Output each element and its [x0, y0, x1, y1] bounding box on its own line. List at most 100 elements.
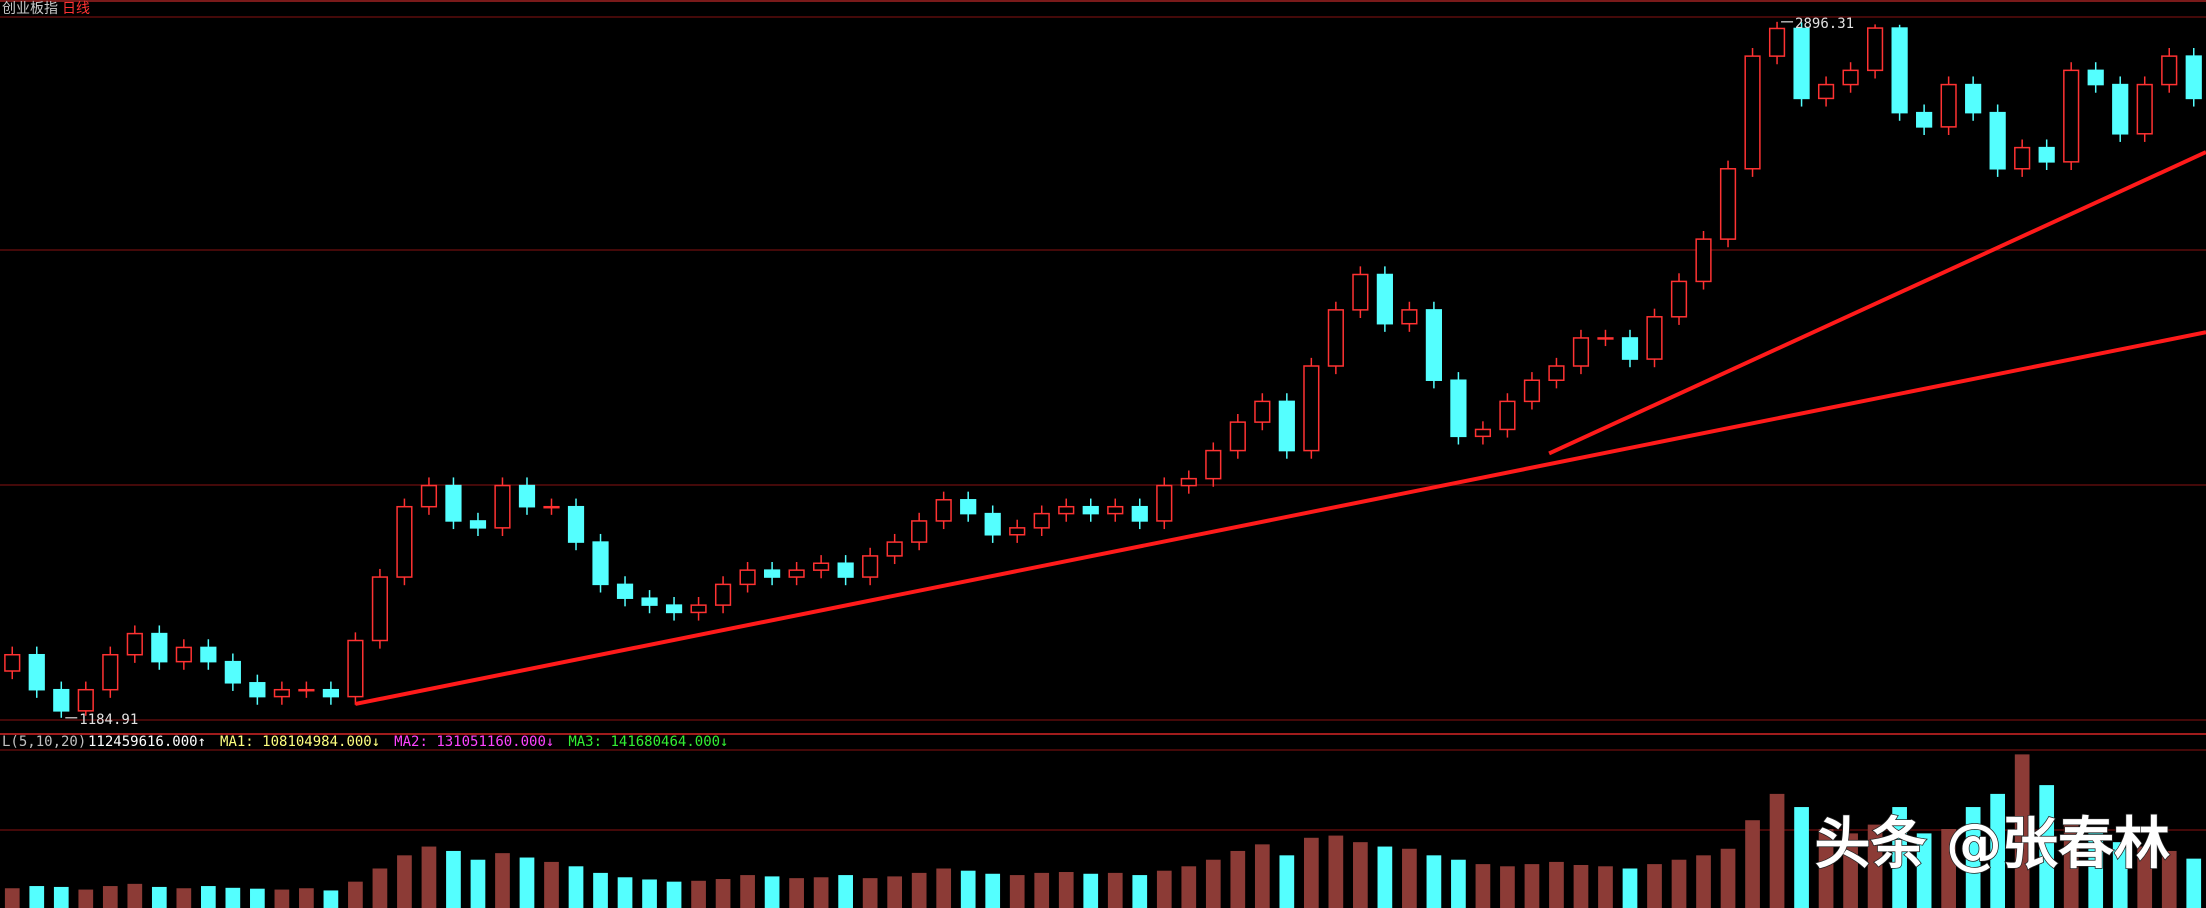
candle-body — [592, 541, 609, 586]
volume-bar — [323, 890, 339, 908]
volume-bar — [200, 886, 216, 908]
candle-body — [1548, 365, 1565, 381]
candle-body — [1989, 111, 2006, 170]
candle-body — [1082, 505, 1099, 515]
volume-bar — [1156, 870, 1172, 908]
candle-body — [1842, 69, 1859, 86]
candle-body — [1205, 449, 1222, 480]
candle-body — [1376, 273, 1393, 325]
candle-body — [2112, 83, 2129, 135]
candle-body — [567, 505, 585, 543]
volume-legend: 112459616.000↑ MA1: 108104984.000↓ MA2: 13… — [88, 734, 728, 750]
candle-body — [665, 604, 683, 614]
volume-bar — [887, 876, 903, 908]
candle-body — [1719, 168, 1737, 240]
candle-body — [1621, 337, 1639, 360]
volume-bar — [764, 876, 780, 908]
candle-body — [4, 653, 21, 672]
volume-bar — [911, 872, 927, 908]
candle-body — [322, 688, 340, 698]
volume-bar — [2039, 785, 2055, 908]
volume-bar — [1402, 848, 1417, 908]
volume-bar — [1328, 835, 1344, 908]
volume-bar — [568, 866, 584, 908]
volume-bar — [1990, 793, 2006, 908]
candle-body — [102, 653, 119, 691]
volume-bar — [225, 887, 241, 908]
candle-body — [1131, 505, 1148, 522]
volume-bar — [1083, 873, 1099, 908]
volume-bar — [1205, 859, 1221, 908]
candle-body — [788, 569, 805, 578]
candle-body — [469, 520, 487, 529]
candle-body — [960, 499, 977, 515]
volume-bar — [862, 878, 878, 908]
volume-bar — [151, 886, 167, 908]
volume-bar — [1892, 807, 1907, 908]
volume-bar — [1254, 844, 1270, 908]
candle-body — [813, 562, 830, 571]
candle-body — [1352, 273, 1369, 311]
candle-body — [2087, 69, 2104, 86]
volume-bar — [1426, 855, 1442, 908]
candle-body — [2161, 55, 2178, 86]
candle-body — [862, 555, 879, 578]
volume-bar — [102, 886, 118, 908]
candle-body — [1695, 238, 1712, 283]
trend-line — [1548, 150, 2206, 456]
volume-bar — [1009, 875, 1025, 908]
volume-bar — [1941, 829, 1956, 908]
volume-bar — [960, 870, 976, 908]
volume-bar — [274, 889, 290, 908]
volume-bar — [1794, 807, 1809, 908]
volume-bar — [176, 888, 192, 908]
candle-body — [1523, 379, 1541, 403]
candle-body — [1450, 379, 1467, 438]
candle-body — [1597, 337, 1614, 340]
volume-bar — [78, 889, 94, 908]
volume-bar — [1647, 864, 1662, 908]
volume-bar — [1107, 872, 1123, 908]
volume-bar — [1377, 846, 1393, 908]
candle-body — [2185, 55, 2202, 100]
volume-bar — [2014, 754, 2030, 908]
index-name: 创业板指 — [2, 1, 58, 17]
candle-body — [224, 660, 241, 684]
candle-body — [1866, 27, 1884, 72]
candle-body — [1891, 27, 1908, 114]
candle-body — [935, 499, 952, 522]
candle-body — [371, 576, 389, 642]
volume-bar — [372, 868, 388, 908]
volume-bar — [813, 877, 829, 908]
candle-body — [1474, 428, 1492, 438]
volume-bar — [127, 883, 143, 908]
volume-bar — [1524, 864, 1540, 908]
candle-body — [1940, 83, 1957, 128]
volume-bar — [250, 888, 265, 908]
volume-bar — [1549, 861, 1564, 908]
candle-body — [1058, 505, 1075, 515]
volume-bar — [1769, 793, 1785, 908]
candle-body — [1572, 337, 1590, 367]
candle-body — [1254, 400, 1271, 423]
candle-body — [1646, 316, 1663, 360]
candle-body — [1229, 421, 1246, 452]
volume-legend-item: MA1: 108104984.000↓ — [220, 734, 380, 750]
candle-body — [1768, 27, 1786, 57]
volume-bar — [1230, 850, 1246, 908]
volume-bar — [519, 857, 535, 908]
candle-body — [1817, 83, 1835, 100]
candle-body — [1327, 309, 1344, 367]
volume-bar — [1916, 833, 1932, 908]
candle-body — [1793, 27, 1810, 100]
volume-bar — [985, 873, 1001, 908]
volume-bar — [1965, 807, 1981, 908]
volume-bar — [2088, 833, 2104, 908]
volume-bar — [1598, 866, 1613, 908]
candle-body — [1916, 111, 1933, 128]
volume-bar — [1181, 866, 1197, 908]
volume-bar — [1279, 855, 1295, 908]
candle-body — [714, 583, 732, 606]
volume-bar — [1720, 848, 1736, 908]
candle-body — [543, 505, 560, 509]
